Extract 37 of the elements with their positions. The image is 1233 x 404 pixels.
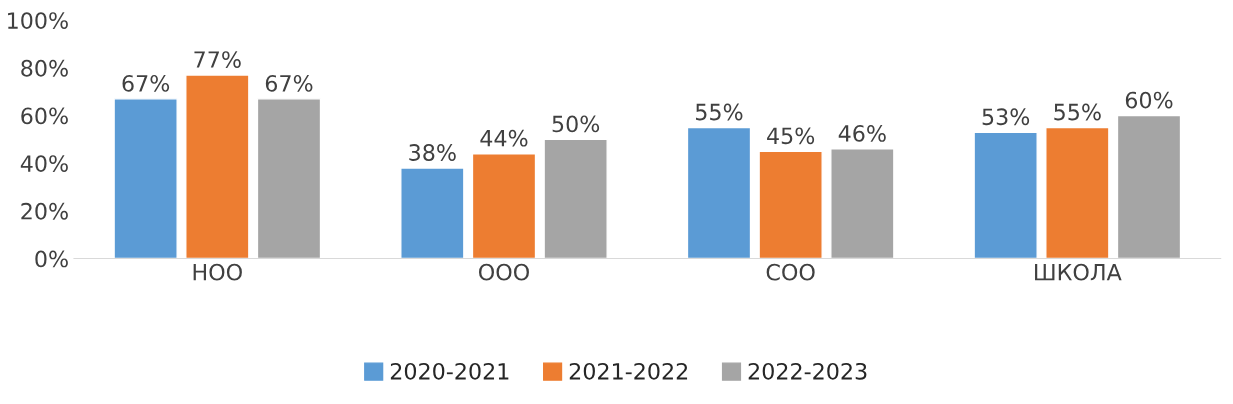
bar	[758, 150, 823, 259]
bar	[185, 74, 250, 259]
y-tick-label: 60%	[21, 107, 68, 125]
data-label: 60%	[1125, 91, 1173, 109]
data-label: 55%	[696, 103, 743, 121]
legend-label: 2021-2022	[569, 362, 688, 380]
y-tick-label: 0%	[35, 250, 68, 268]
bar	[113, 98, 178, 259]
y-tick-label: 80%	[21, 59, 68, 77]
x-tick-label: НОО	[193, 263, 242, 281]
x-tick-label: ШКОЛА	[1035, 263, 1122, 281]
data-label: 67%	[122, 74, 170, 92]
bar	[543, 138, 608, 259]
data-label: 44%	[480, 129, 528, 147]
bar	[686, 126, 752, 259]
bar	[400, 167, 465, 259]
legend-label: 2020-2021	[390, 362, 509, 380]
bar	[256, 98, 322, 259]
data-label: 38%	[409, 144, 456, 161]
data-label: 46%	[838, 125, 886, 142]
bar	[471, 152, 537, 259]
data-label: 55%	[1054, 103, 1101, 121]
bar	[973, 131, 1038, 259]
data-label: 77%	[194, 51, 241, 68]
data-label: 50%	[552, 115, 600, 133]
bar	[1045, 126, 1110, 259]
y-tick-label: 100%	[8, 12, 68, 29]
data-label: 67%	[265, 74, 313, 92]
y-tick-label: 20%	[21, 202, 68, 220]
y-tick-label: 40%	[20, 155, 68, 172]
bar	[1116, 114, 1182, 259]
x-tick-label: СОО	[766, 263, 815, 281]
bar	[830, 148, 895, 259]
data-label: 53%	[982, 108, 1030, 126]
data-label: 45%	[767, 127, 815, 145]
x-tick-label: ООО	[479, 263, 529, 281]
legend-label: 2022-2023	[748, 362, 867, 380]
